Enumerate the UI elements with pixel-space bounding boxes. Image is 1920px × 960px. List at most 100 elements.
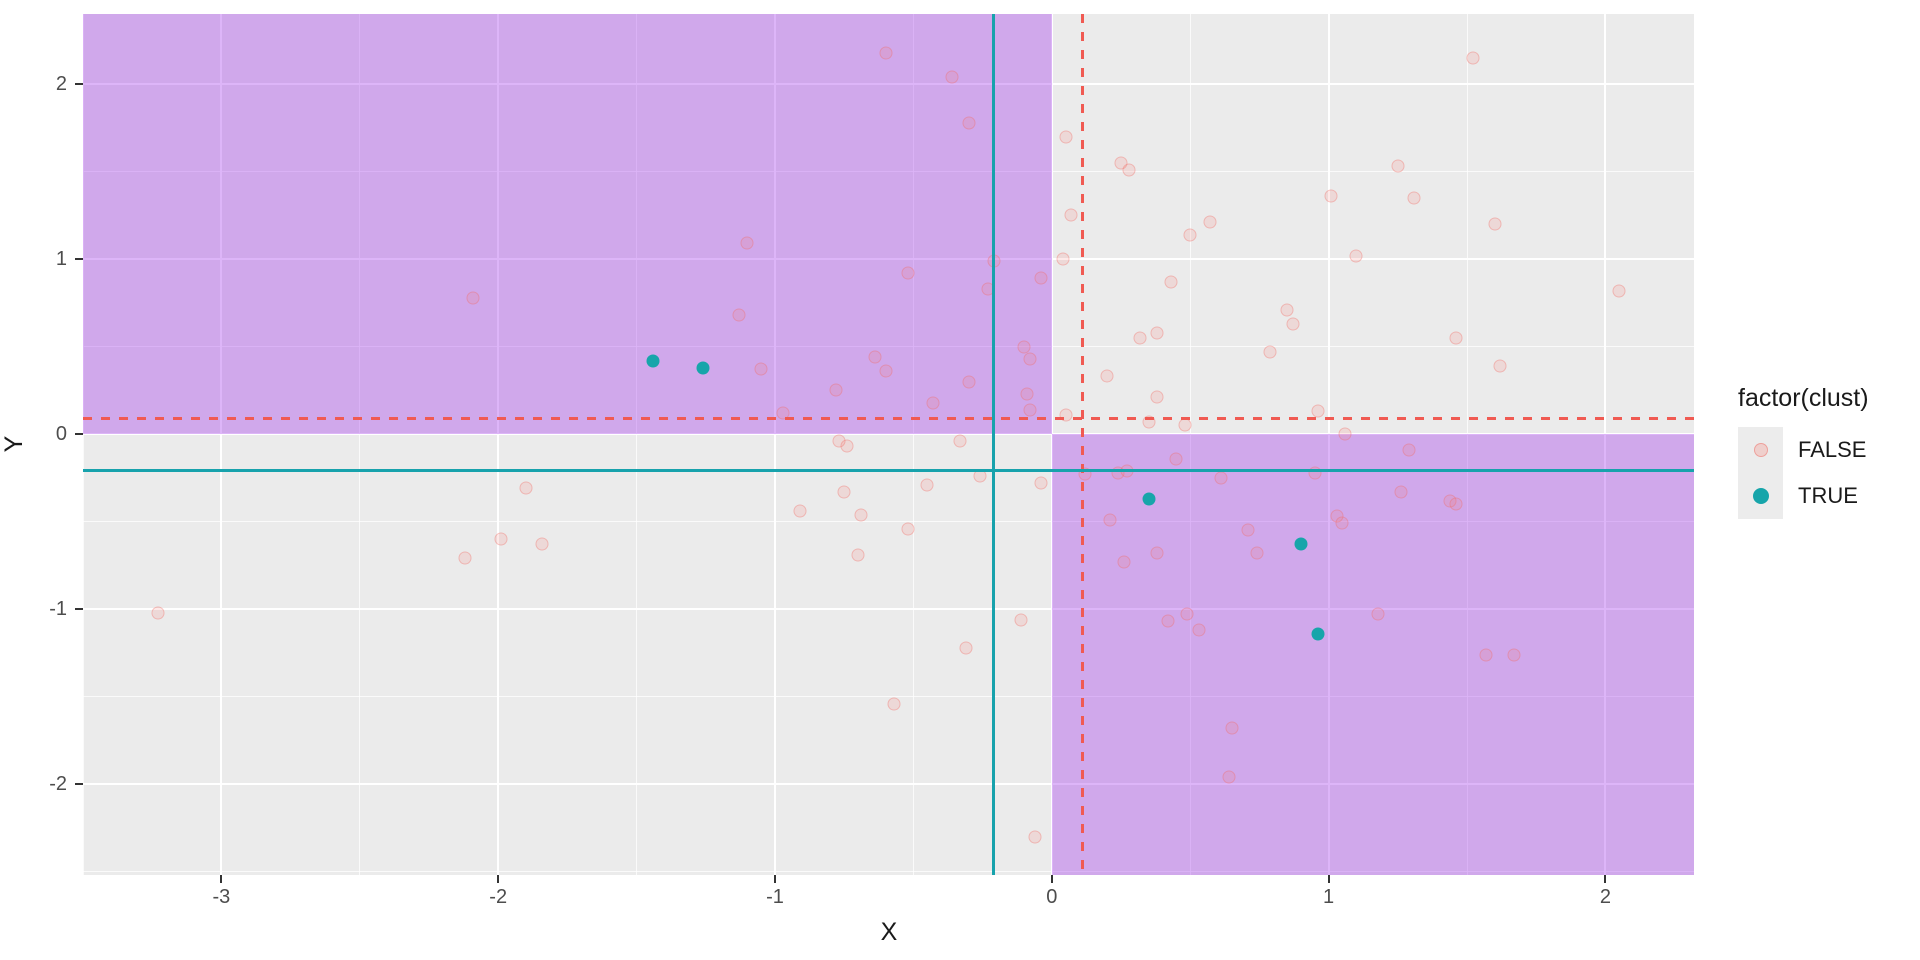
major-gridline-h bbox=[83, 608, 1694, 610]
data-point-false bbox=[1479, 648, 1493, 661]
major-gridline-v bbox=[497, 14, 500, 875]
data-point-false bbox=[1263, 345, 1277, 359]
y-tick-mark bbox=[75, 433, 83, 435]
data-point-false bbox=[1391, 159, 1405, 173]
data-point-false bbox=[151, 606, 165, 619]
data-point-false bbox=[1100, 369, 1114, 383]
x-tick-label: 1 bbox=[1323, 886, 1335, 908]
data-point-false bbox=[962, 116, 976, 129]
data-point-false bbox=[1034, 271, 1048, 285]
data-point-false bbox=[1028, 830, 1042, 843]
data-point-false bbox=[1180, 607, 1194, 621]
data-point-false bbox=[1169, 452, 1183, 465]
data-point-false bbox=[1150, 546, 1164, 560]
data-point-false bbox=[740, 236, 754, 250]
y-tick-mark bbox=[75, 783, 83, 785]
data-point-false bbox=[851, 548, 865, 562]
data-point-false bbox=[494, 532, 508, 546]
data-point-false bbox=[1056, 252, 1070, 266]
data-point-true bbox=[1142, 492, 1156, 506]
minor-gridline-h bbox=[83, 696, 1694, 697]
minor-gridline-h bbox=[83, 346, 1694, 347]
data-point-false bbox=[1103, 513, 1117, 527]
data-point-false bbox=[1449, 331, 1463, 345]
data-point-false bbox=[1394, 485, 1408, 499]
x-tick-mark bbox=[220, 875, 223, 883]
data-point-false bbox=[887, 697, 901, 710]
data-point-false bbox=[1034, 476, 1048, 490]
minor-gridline-h bbox=[83, 871, 1694, 872]
data-point-false bbox=[840, 439, 854, 453]
data-point-true bbox=[1294, 537, 1308, 551]
data-point-false bbox=[754, 362, 768, 376]
data-point-false bbox=[1225, 721, 1239, 735]
major-gridline-v bbox=[1604, 14, 1607, 875]
major-gridline-v bbox=[220, 14, 223, 875]
legend-dot-true bbox=[1752, 488, 1769, 504]
data-point-false bbox=[1150, 326, 1164, 339]
major-gridline-v bbox=[1050, 14, 1053, 875]
legend-label-false: FALSE bbox=[1798, 437, 1867, 462]
y-tick-label: 2 bbox=[55, 73, 67, 95]
data-point-false bbox=[1178, 418, 1192, 432]
minor-gridline-v bbox=[1189, 14, 1191, 875]
minor-gridline-v bbox=[912, 14, 914, 875]
data-point-true bbox=[1311, 627, 1325, 640]
x-tick-mark bbox=[1604, 875, 1607, 883]
shaded-quadrant-rect bbox=[83, 14, 1052, 434]
shaded-quadrant-rect bbox=[1051, 434, 1694, 875]
major-gridline-h bbox=[83, 783, 1694, 785]
y-tick-label: -2 bbox=[49, 773, 67, 795]
y-tick-mark bbox=[75, 83, 83, 85]
data-point-false bbox=[1122, 163, 1136, 177]
data-point-false bbox=[1612, 284, 1626, 297]
data-point-false bbox=[962, 375, 976, 388]
data-point-false bbox=[1133, 331, 1147, 345]
legend-entry: FALSE bbox=[1738, 427, 1869, 473]
data-point-false bbox=[1064, 208, 1078, 222]
data-point-false bbox=[1117, 555, 1131, 569]
data-point-false bbox=[1164, 275, 1178, 289]
data-point-false bbox=[879, 364, 893, 378]
x-tick-mark bbox=[1050, 875, 1053, 883]
data-point-false bbox=[1493, 359, 1507, 373]
vline-solid bbox=[992, 14, 996, 875]
data-point-false bbox=[466, 291, 480, 304]
legend-label-true: TRUE bbox=[1798, 483, 1858, 508]
data-point-false bbox=[868, 350, 882, 364]
minor-gridline-h bbox=[83, 171, 1694, 172]
data-point-false bbox=[1335, 516, 1349, 530]
minor-gridline-v bbox=[359, 14, 361, 875]
x-tick-label: -1 bbox=[766, 886, 784, 908]
data-point-false bbox=[1192, 623, 1206, 637]
data-point-false bbox=[1349, 249, 1363, 262]
y-tick-mark bbox=[75, 608, 83, 610]
data-point-false bbox=[1203, 215, 1217, 229]
minor-gridline-v bbox=[1466, 14, 1468, 875]
data-point-false bbox=[1324, 189, 1338, 203]
y-tick-mark bbox=[75, 258, 83, 260]
legend-dot-false bbox=[1753, 443, 1768, 457]
data-point-false bbox=[1308, 466, 1322, 479]
data-point-false bbox=[1402, 443, 1416, 457]
data-point-false bbox=[901, 266, 915, 280]
data-point-false bbox=[1280, 303, 1294, 317]
minor-gridline-v bbox=[83, 14, 84, 875]
data-point-false bbox=[945, 70, 959, 84]
data-point-false bbox=[793, 504, 807, 518]
data-point-false bbox=[1449, 497, 1463, 511]
data-point-false bbox=[1286, 317, 1300, 331]
data-point-false bbox=[1059, 130, 1073, 143]
vline-dashed bbox=[1080, 14, 1084, 875]
x-tick-mark bbox=[774, 875, 776, 883]
data-point-false bbox=[854, 508, 868, 521]
data-point-false bbox=[920, 478, 934, 492]
y-tick-label: -1 bbox=[49, 598, 67, 620]
major-gridline-v bbox=[1327, 14, 1330, 875]
x-tick-mark bbox=[1327, 875, 1330, 883]
data-point-false bbox=[1407, 191, 1421, 205]
data-point-false bbox=[1488, 217, 1502, 231]
data-point-false bbox=[519, 481, 533, 495]
major-gridline-h bbox=[83, 258, 1694, 260]
major-gridline-h bbox=[83, 83, 1694, 85]
